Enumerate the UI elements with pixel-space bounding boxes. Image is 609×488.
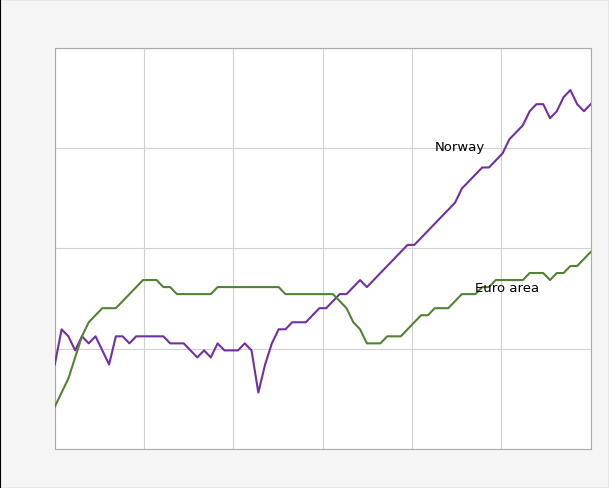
Text: Euro area: Euro area: [476, 281, 540, 294]
Text: Norway: Norway: [435, 141, 485, 154]
